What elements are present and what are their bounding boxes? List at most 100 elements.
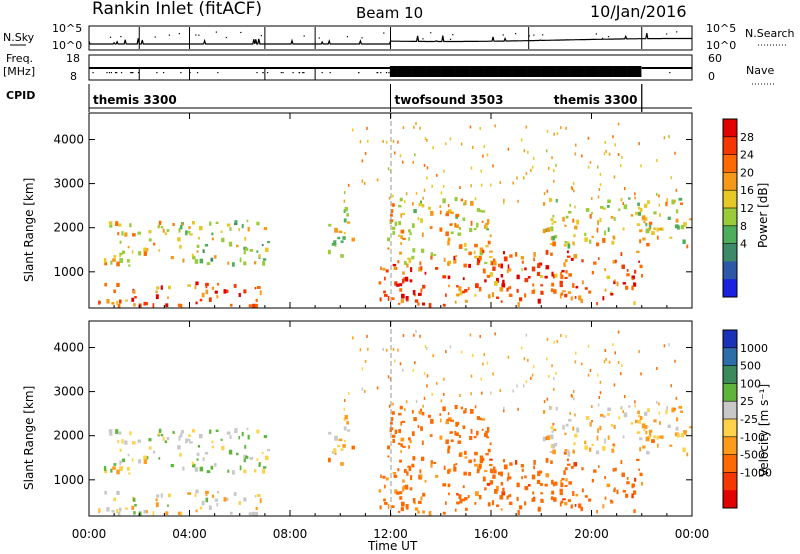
power-cell	[419, 261, 422, 266]
power-cell	[423, 163, 426, 167]
velocity-cell	[192, 428, 195, 433]
velocity-cell	[439, 413, 442, 416]
velocity-cell	[148, 446, 152, 450]
velocity-cell	[429, 434, 433, 437]
power-cell	[484, 261, 488, 264]
power-cell	[666, 198, 669, 203]
power-cell	[612, 260, 615, 264]
velocity-cell	[678, 405, 683, 409]
power-cell	[245, 247, 249, 251]
velocity-cell	[517, 407, 519, 411]
velocity-cell	[480, 391, 483, 395]
velocity-cell	[376, 386, 379, 390]
velocity-cell	[573, 397, 575, 401]
power-cell	[198, 225, 203, 231]
velocity-cell	[463, 410, 466, 414]
power-cell	[419, 200, 423, 205]
velocity-cell	[399, 459, 402, 463]
power-cell	[411, 223, 415, 228]
power-cell	[400, 213, 403, 218]
power-cell	[591, 197, 593, 201]
velocity-cell	[638, 468, 640, 471]
velocity-cell	[400, 437, 405, 442]
power-cell	[143, 301, 147, 306]
velocity-cell	[206, 470, 211, 474]
velocity-cell	[623, 412, 628, 418]
power-cell	[243, 289, 247, 294]
velocity-cell	[385, 348, 388, 352]
power-cell	[574, 296, 577, 299]
velocity-cell	[596, 435, 599, 441]
power-cell	[675, 188, 678, 192]
power-cell	[160, 285, 163, 290]
velocity-cell	[574, 360, 577, 364]
power-cell	[239, 257, 242, 263]
velocity-cell	[644, 411, 648, 416]
freq-tick-bottom: 8	[70, 70, 77, 83]
power-cell	[486, 153, 489, 157]
velocity-cell	[658, 421, 661, 425]
velocity-cell	[180, 512, 183, 516]
velocity-cell	[117, 511, 121, 516]
velocity-cell	[411, 463, 415, 468]
power-cell	[112, 258, 116, 262]
velocity-cell	[516, 384, 518, 388]
velocity-cell	[367, 347, 369, 351]
power-cell	[157, 224, 160, 228]
colorbar-tick-label: 500	[740, 360, 761, 373]
nave-dot	[267, 72, 269, 74]
velocity-cell	[591, 420, 593, 423]
velocity-cell	[408, 466, 412, 472]
power-cell	[492, 266, 496, 271]
freq-label: Freq.	[6, 52, 33, 65]
power-cell	[428, 303, 432, 308]
velocity-cell	[552, 443, 556, 449]
power-cell	[574, 225, 578, 230]
velocity-cell	[492, 466, 496, 471]
power-cell	[415, 191, 418, 195]
velocity-cell	[398, 413, 402, 416]
power-cell	[648, 221, 653, 225]
power-cell	[611, 240, 615, 245]
power-cell	[634, 196, 636, 200]
velocity-cell	[134, 503, 137, 507]
velocity-cell	[404, 408, 406, 412]
power-cell	[665, 201, 668, 207]
velocity-cell	[361, 367, 364, 371]
velocity-cell	[343, 426, 347, 431]
power-cell	[607, 199, 611, 204]
power-cell	[553, 179, 555, 183]
power-cell	[487, 294, 491, 299]
velocity-cell	[634, 400, 636, 404]
power-cell	[185, 230, 188, 236]
velocity-cell	[676, 433, 680, 438]
velocity-cell	[415, 399, 418, 403]
velocity-cell	[210, 465, 214, 470]
velocity-cell	[552, 422, 555, 426]
velocity-cell	[551, 479, 554, 485]
velocity-cell	[408, 437, 411, 441]
velocity-cell	[211, 440, 214, 444]
power-cell	[340, 254, 344, 258]
x-axis-label: Time UT	[367, 539, 418, 553]
power-cell	[402, 277, 405, 281]
velocity-cell	[220, 438, 223, 441]
nave-dot	[131, 72, 133, 74]
velocity-cell	[501, 491, 506, 496]
power-cell	[132, 289, 136, 294]
velocity-cell	[201, 500, 205, 506]
velocity-cell	[456, 432, 459, 437]
velocity-cell	[103, 466, 107, 472]
velocity-cell	[612, 468, 615, 472]
power-cell	[423, 188, 426, 192]
power-cell	[421, 232, 424, 238]
velocity-cell	[622, 435, 625, 439]
nave-dot	[130, 72, 132, 74]
velocity-cell	[162, 436, 165, 441]
velocity-cell	[611, 448, 615, 453]
nave-dot	[137, 72, 140, 74]
power-cell	[620, 197, 623, 201]
power-cell	[567, 241, 570, 245]
nave-dot	[444, 72, 446, 74]
power-cell	[524, 278, 529, 283]
